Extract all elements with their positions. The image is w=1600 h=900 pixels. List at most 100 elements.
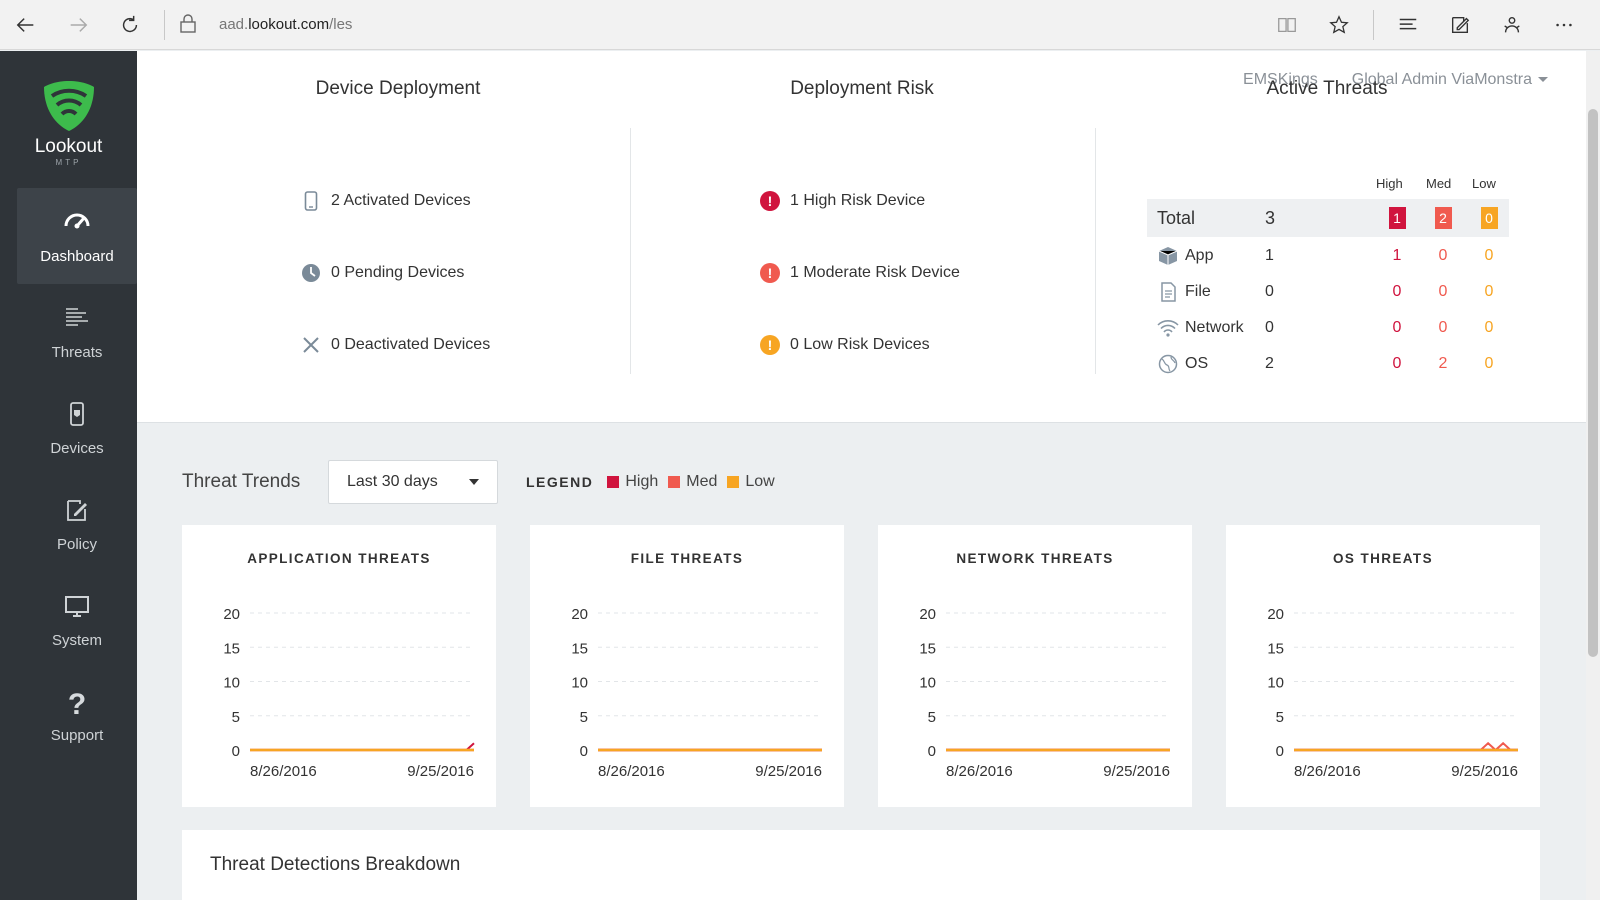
y-tick-label: 15 xyxy=(223,640,240,657)
column-divider xyxy=(630,128,631,374)
y-tick-label: 0 xyxy=(580,743,588,760)
x-tick-label: 8/26/2016 xyxy=(946,763,1013,780)
share-icon[interactable] xyxy=(1486,0,1538,50)
y-tick-label: 5 xyxy=(1276,709,1284,726)
row-low: 0 xyxy=(1484,283,1494,300)
sidebar-item-policy[interactable]: Policy xyxy=(17,476,137,572)
user-menu[interactable]: Global Admin ViaMonstra xyxy=(1352,71,1548,89)
moderate-risk-stat[interactable]: ! 1 Moderate Risk Device xyxy=(760,263,960,283)
row-name: File xyxy=(1157,282,1211,302)
row-label: Network xyxy=(1185,319,1244,336)
threat-detections-breakdown: Threat Detections Breakdown xyxy=(182,830,1540,900)
row-low: 0 xyxy=(1484,247,1494,264)
lock-icon xyxy=(179,13,197,37)
threats-row-file[interactable]: File 0 0 0 0 xyxy=(1147,274,1509,310)
row-high: 0 xyxy=(1392,319,1402,336)
low-risk-stat[interactable]: ! 0 Low Risk Devices xyxy=(760,335,930,355)
forward-icon[interactable] xyxy=(52,0,104,50)
sidebar-item-support[interactable]: ? Support xyxy=(17,668,137,764)
file-icon xyxy=(1161,282,1176,302)
row-name: Network xyxy=(1157,318,1244,338)
browser-toolbar: aad. lookout.com/les xyxy=(0,0,1600,50)
breakdown-title: Threat Detections Breakdown xyxy=(210,854,461,875)
pending-devices-stat[interactable]: 0 Pending Devices xyxy=(301,263,464,283)
os-globe-icon xyxy=(1158,354,1178,374)
lookout-logo[interactable]: Lookout MTP xyxy=(0,51,137,188)
x-tick-label: 9/25/2016 xyxy=(755,763,822,780)
row-high: 1 xyxy=(1392,247,1402,264)
threats-total-row[interactable]: Total 3 1 2 0 xyxy=(1147,199,1509,237)
url-domain: lookout.com xyxy=(248,16,330,33)
more-icon[interactable] xyxy=(1538,0,1590,50)
row-count: 3 xyxy=(1265,207,1276,228)
threats-row-network[interactable]: Network 0 0 0 0 xyxy=(1147,310,1509,346)
web-note-icon[interactable] xyxy=(1434,0,1486,50)
chevron-down-icon xyxy=(1538,77,1548,83)
scrollbar-thumb[interactable] xyxy=(1588,109,1598,657)
brand-name: Lookout xyxy=(34,136,103,157)
x-tick-label: 8/26/2016 xyxy=(1294,763,1361,780)
date-range-select[interactable]: Last 30 days xyxy=(328,460,498,504)
stat-label: 0 Pending Devices xyxy=(331,264,465,281)
clock-icon xyxy=(301,263,321,283)
row-low: 0 xyxy=(1484,319,1494,336)
row-count: 1 xyxy=(1265,247,1274,264)
back-icon[interactable] xyxy=(0,0,52,50)
url-prefix: aad. xyxy=(219,16,249,33)
col-high-header: High xyxy=(1376,176,1403,191)
file-threats-chart: FILE THREATS 20 15 10 5 0 8/26/2016 9/25/2016 xyxy=(530,525,844,807)
row-med: 0 xyxy=(1438,247,1448,264)
y-tick-label: 10 xyxy=(1267,675,1284,692)
support-question-icon: ? xyxy=(67,687,87,721)
sidebar-item-label: System xyxy=(51,631,102,649)
sidebar-item-dashboard[interactable]: Dashboard xyxy=(17,188,137,284)
stat-label: 0 Deactivated Devices xyxy=(331,336,491,353)
legend-label-low: Low xyxy=(745,473,775,490)
chart-title: FILE THREATS xyxy=(630,551,744,566)
row-count: 0 xyxy=(1265,283,1274,300)
sidebar-item-devices[interactable]: Devices xyxy=(17,380,137,476)
close-icon xyxy=(301,335,321,355)
total-med-badge: 2 xyxy=(1433,207,1453,229)
favorite-star-icon[interactable] xyxy=(1313,0,1365,50)
row-med: 0 xyxy=(1438,319,1448,336)
page-scrollbar[interactable] xyxy=(1586,51,1600,900)
network-threats-chart: NETWORK THREATS 20 15 10 5 0 8/26/2016 9/25/20… xyxy=(878,525,1192,807)
threats-row-os[interactable]: OS 2 0 2 0 xyxy=(1147,346,1509,382)
chevron-down-icon xyxy=(469,479,479,485)
y-tick-label: 10 xyxy=(223,675,240,692)
x-tick-label: 8/26/2016 xyxy=(250,763,317,780)
y-tick-label: 15 xyxy=(571,640,588,657)
row-med: 2 xyxy=(1438,355,1448,372)
reading-view-icon[interactable] xyxy=(1261,0,1313,50)
refresh-icon[interactable] xyxy=(104,0,156,50)
threats-row-app[interactable]: App 1 1 0 0 xyxy=(1147,238,1509,274)
y-tick-label: 5 xyxy=(580,709,588,726)
y-tick-label: 0 xyxy=(928,743,936,760)
application-threats-chart: APPLICATION THREATS 20 15 10 5 0 8/26/2016 9/2… xyxy=(182,525,496,807)
total-high-badge: 1 xyxy=(1387,207,1407,229)
toolbar-divider xyxy=(164,9,165,40)
activated-devices-stat[interactable]: 2 Activated Devices xyxy=(301,191,471,211)
y-tick-label: 5 xyxy=(928,709,936,726)
chart-plot: 20 15 10 5 0 8/26/2016 9/25/2016 xyxy=(919,606,1170,780)
address-bar[interactable]: aad. lookout.com/les xyxy=(173,0,1261,50)
dashboard-gauge-icon xyxy=(64,213,90,228)
y-tick-label: 20 xyxy=(571,606,588,623)
sidebar-item-label: Threats xyxy=(51,343,103,361)
sidebar-item-threats[interactable]: Threats xyxy=(17,284,137,380)
sidebar-item-label: Devices xyxy=(50,439,104,457)
x-tick-label: 9/25/2016 xyxy=(1451,763,1518,780)
hub-icon[interactable] xyxy=(1382,0,1434,50)
row-med: 0 xyxy=(1438,283,1448,300)
org-link[interactable]: EMSKings xyxy=(1243,71,1318,88)
stat-label: 1 Moderate Risk Device xyxy=(790,264,960,281)
high-risk-stat[interactable]: ! 1 High Risk Device xyxy=(760,191,925,211)
sidebar-item-system[interactable]: System xyxy=(17,572,137,668)
system-monitor-icon xyxy=(65,595,89,617)
threat-trends-header: Threat Trends Last 30 days LEGEND High M… xyxy=(182,460,775,504)
toolbar-divider xyxy=(1373,9,1374,40)
deactivated-devices-stat[interactable]: 0 Deactivated Devices xyxy=(301,335,490,355)
threats-list-icon xyxy=(66,307,88,326)
row-label: OS xyxy=(1185,355,1209,372)
